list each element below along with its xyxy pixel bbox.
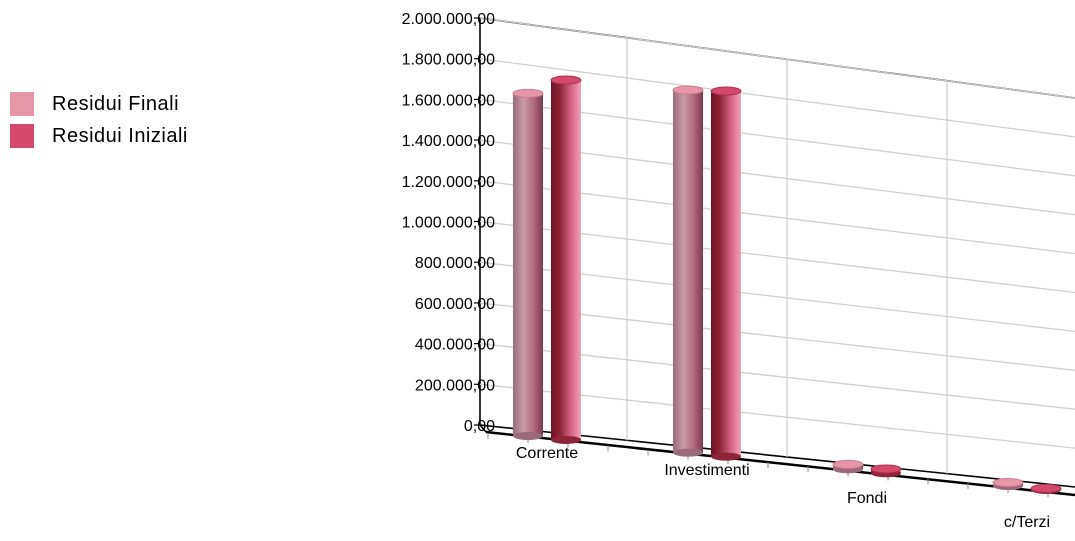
y-tick-label: 200.000,00 (415, 377, 495, 394)
bar-cap-0-2 (832, 459, 864, 469)
legend: Residui Finali Residui Iniziali (10, 88, 188, 152)
y-tick-label: 1.400.000,00 (402, 133, 496, 150)
bars-layer (512, 75, 1062, 494)
category-labels: Corrente Investimenti Fondi c/Terzi (516, 445, 1050, 531)
x-axis-line (485, 430, 1075, 497)
bar-base-0-0 (513, 432, 543, 441)
bar-base-1-0 (551, 435, 581, 444)
legend-label-residui-iniziali: Residui Iniziali (52, 124, 188, 147)
y-tick-labels: 0,00 200.000,00 400.000,00 600.000,00 800.00… (402, 11, 496, 435)
bar-base-1-1 (711, 452, 741, 461)
y-tick-label: 1.000.000,00 (402, 215, 496, 232)
legend-swatch-residui-iniziali (10, 124, 34, 148)
y-tick-label: 600.000,00 (415, 296, 495, 313)
legend-item-residui-finali: Residui Finali (10, 88, 188, 120)
y-tick-label: 1.200.000,00 (402, 174, 496, 191)
legend-item-residui-iniziali: Residui Iniziali (10, 120, 188, 152)
legend-label-residui-finali: Residui Finali (52, 92, 180, 115)
y-tick-label: 400.000,00 (415, 337, 495, 354)
bar-cap-1-2 (870, 464, 902, 474)
bar-base-0-1 (673, 448, 703, 457)
gridline (479, 58, 1075, 138)
y-tick-label: 800.000,00 (415, 255, 495, 272)
bar-cap-0-3 (992, 477, 1024, 487)
floor-side-line (479, 424, 487, 433)
category-label: Fondi (847, 490, 887, 507)
bar-cap-0-0 (512, 88, 544, 98)
category-label: Investimenti (664, 462, 749, 479)
bar-0-0 (513, 93, 543, 437)
category-label: Corrente (516, 445, 578, 462)
y-tick-label: 2.000.000,00 (402, 11, 496, 28)
category-label: c/Terzi (1004, 514, 1050, 531)
bar-1-1 (711, 91, 741, 457)
bar-cap-1-1 (710, 86, 742, 96)
y-tick-label: 1.600.000,00 (402, 92, 496, 109)
y-tick-label: 0,00 (464, 418, 495, 435)
bar-1-0 (551, 80, 581, 440)
bar-cap-1-0 (550, 75, 582, 85)
legend-swatch-residui-finali (10, 92, 34, 116)
bar-cap-0-1 (672, 85, 704, 95)
y-tick-label: 1.800.000,00 (402, 52, 496, 69)
gridline (479, 17, 1075, 99)
bar-0-1 (673, 90, 703, 453)
bar-cap-1-3 (1030, 483, 1062, 493)
